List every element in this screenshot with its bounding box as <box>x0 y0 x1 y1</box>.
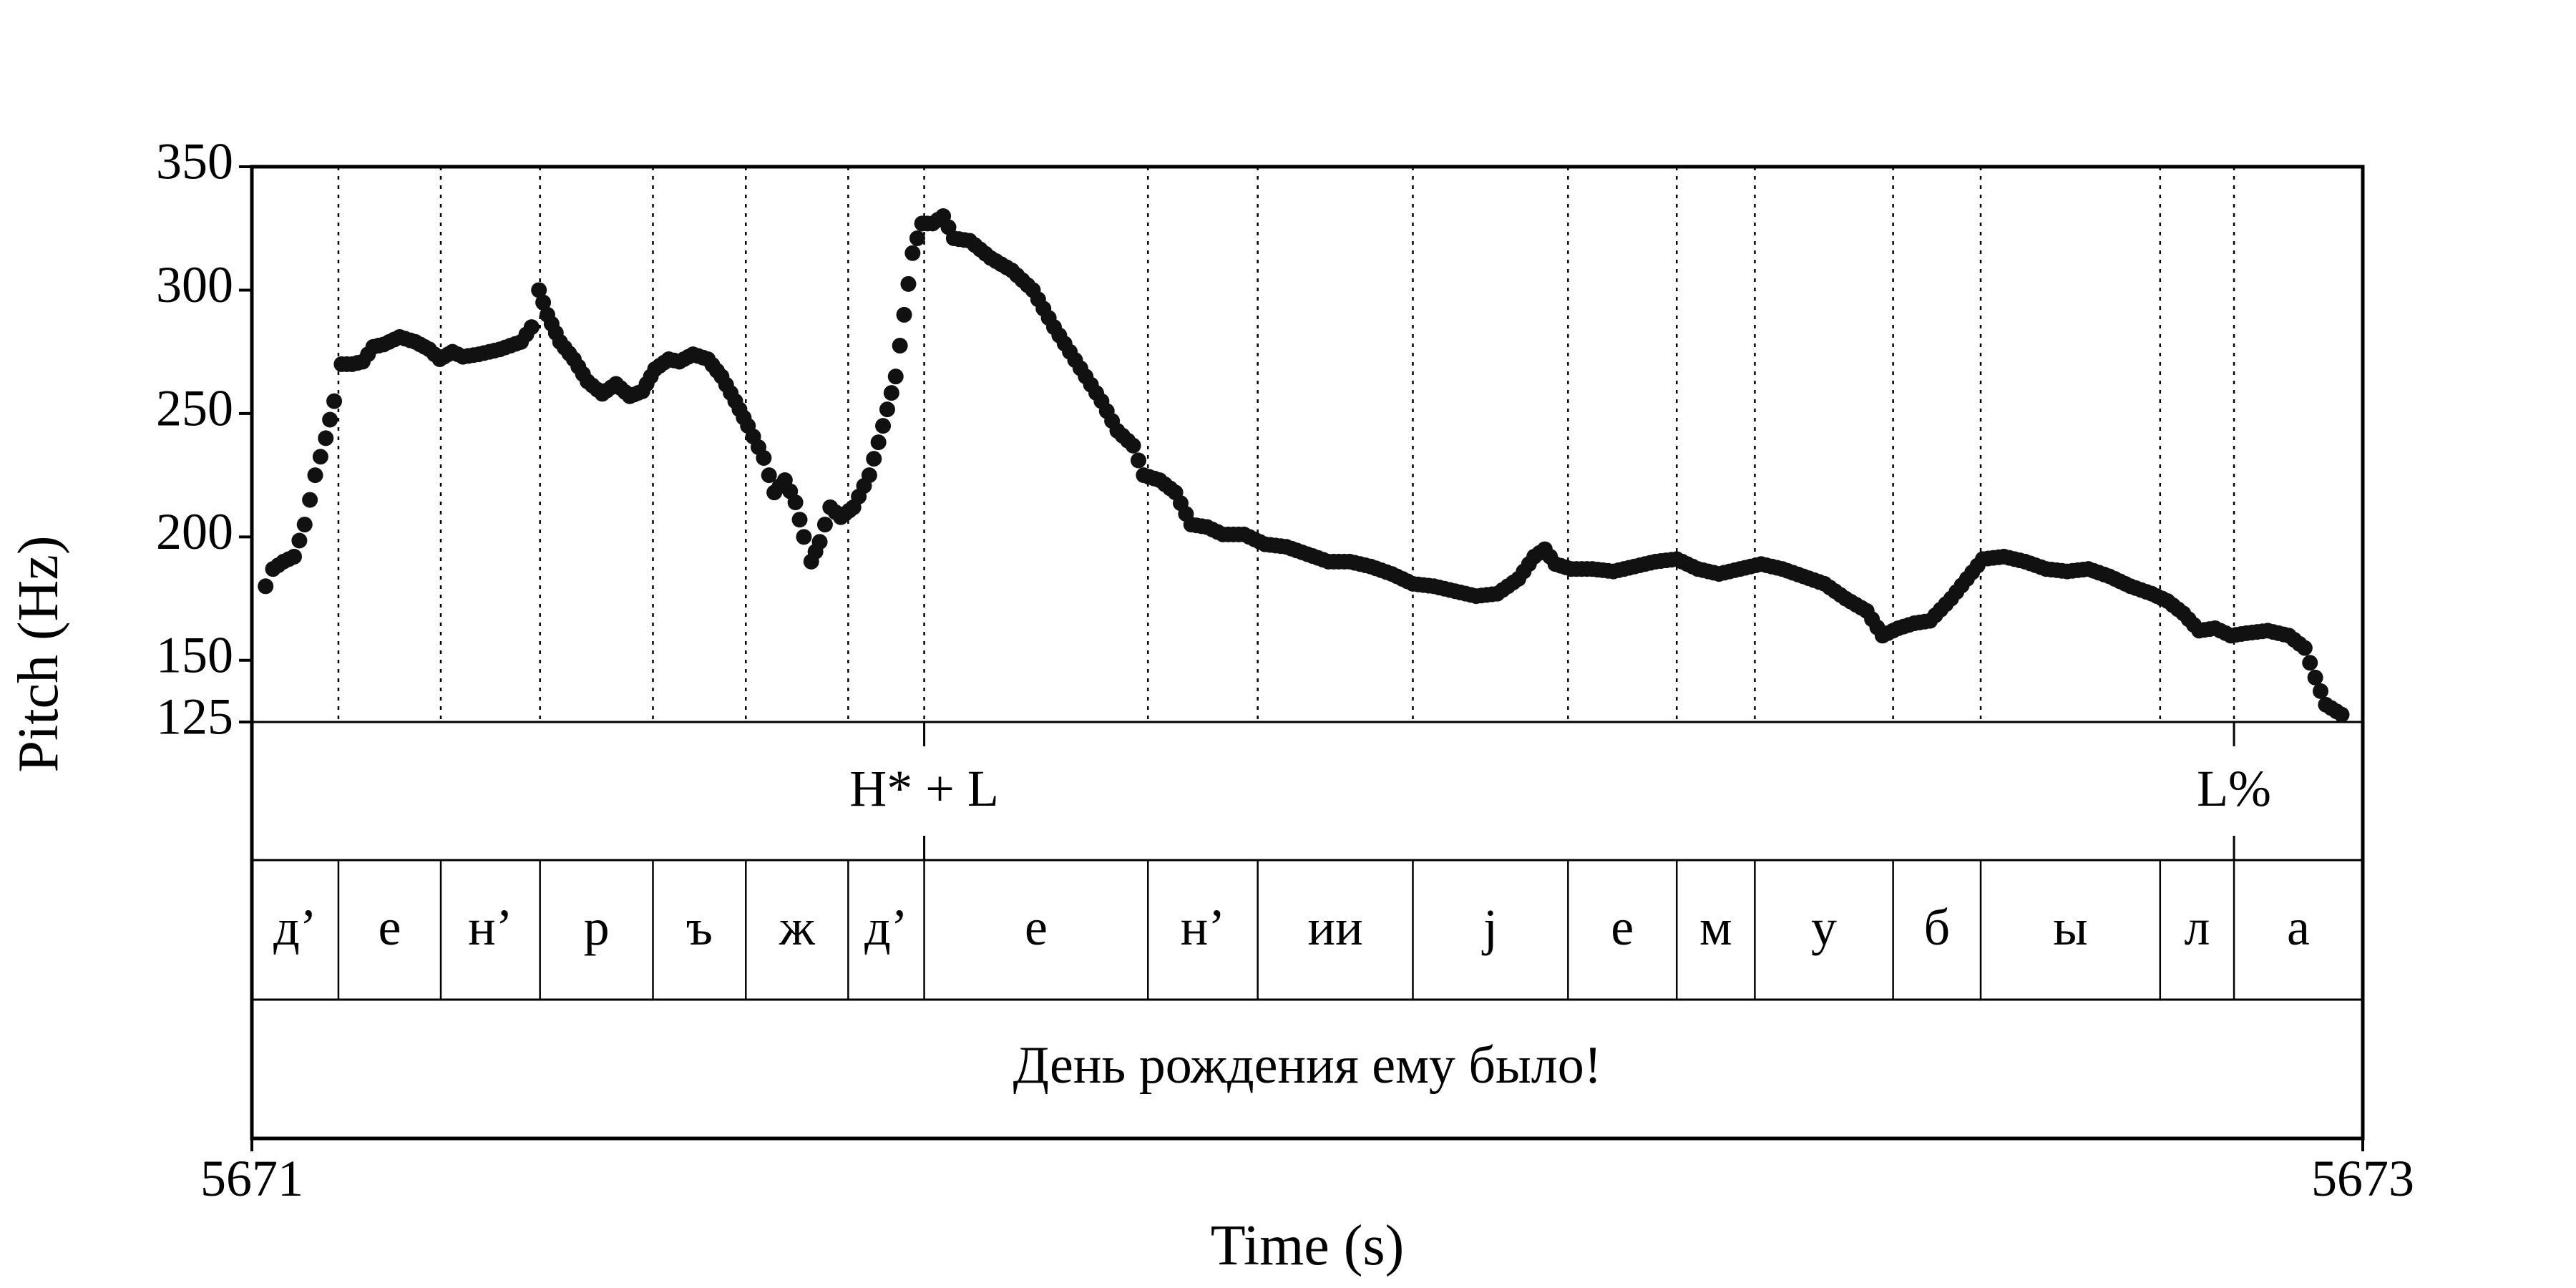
tone-tier: H* + L L% <box>849 722 2271 860</box>
segment-label: е <box>379 899 401 956</box>
pitch-point <box>904 245 921 261</box>
chart-frame <box>250 165 2365 1141</box>
pitch-point <box>887 369 904 385</box>
pitch-point <box>900 275 917 292</box>
y-tick-label: 250 <box>156 379 233 436</box>
segment-label: ъ <box>686 899 713 956</box>
pitch-points <box>258 208 2350 723</box>
pitch-point <box>791 512 808 528</box>
x-tick-label: 5671 <box>200 1150 303 1207</box>
pitch-point <box>756 449 772 466</box>
pitch-point <box>1125 437 1141 454</box>
pitch-point <box>1131 452 1146 469</box>
pitch-point <box>312 449 328 465</box>
pitch-point <box>2296 640 2313 656</box>
pitch-point <box>2307 669 2323 686</box>
pitch-point <box>258 578 274 595</box>
pitch-point <box>302 492 318 508</box>
segment-label: д’ <box>864 899 908 956</box>
pitch-point <box>883 385 899 401</box>
y-tick-label: 300 <box>156 256 233 313</box>
segment-label: а <box>2287 899 2310 956</box>
segment-label: ии <box>1308 899 1363 956</box>
pitch-point <box>896 306 912 323</box>
y-tick-label: 125 <box>156 688 233 746</box>
sentence-label: День рождения ему было! <box>1013 1036 1602 1095</box>
plot-frame <box>250 165 2365 1141</box>
segment-label: р <box>584 899 610 956</box>
segment-label: н’ <box>1181 899 1226 956</box>
tone-label: H* + L <box>849 760 999 817</box>
pitch-point <box>796 529 812 545</box>
tone-label: L% <box>2197 760 2271 817</box>
pitch-point <box>307 467 323 484</box>
pitch-point <box>2302 655 2318 671</box>
segment-label: д’ <box>273 899 317 956</box>
segment-label: j <box>1481 899 1498 956</box>
segment-grid <box>337 167 2235 722</box>
y-tick-label: 200 <box>156 503 233 560</box>
segment-label: ы <box>2053 899 2087 956</box>
pitch-point <box>296 517 313 533</box>
segment-label: у <box>1811 899 1837 956</box>
pitch-point <box>866 451 882 467</box>
pitch-point <box>291 532 308 549</box>
segment-label: е <box>1025 899 1048 956</box>
pitch-point <box>531 282 547 298</box>
segment-label: м <box>1699 899 1732 956</box>
pitch-point <box>892 338 908 354</box>
segment-tier: д’ е н’ р ъ ж д’ е н’ ии j е м у б ы л а <box>273 860 2310 1000</box>
pitch-point <box>326 393 343 409</box>
y-tick-label: 350 <box>156 133 233 190</box>
x-axis: 5671 5673 <box>200 1138 2414 1207</box>
y-tick-label: 150 <box>156 626 233 683</box>
pitch-point <box>879 401 895 418</box>
y-axis-label: Pitch (Hz) <box>7 535 70 772</box>
pitch-point <box>861 467 877 484</box>
pitch-point <box>318 430 334 447</box>
pitch-point <box>761 467 777 484</box>
pitch-point <box>816 517 833 533</box>
pitch-point <box>535 294 552 311</box>
pitch-point <box>811 534 828 550</box>
x-tick-label: 5673 <box>2311 1150 2414 1207</box>
segment-label: б <box>1924 899 1951 956</box>
pitch-point <box>523 319 540 336</box>
segment-label: л <box>2184 899 2210 956</box>
x-axis-label: Time (s) <box>1211 1214 1404 1277</box>
pitch-point <box>787 494 804 511</box>
pitch-point <box>286 548 302 565</box>
pitch-point <box>2333 706 2350 723</box>
segment-label: н’ <box>468 899 513 956</box>
pitch-point <box>322 411 338 428</box>
segment-label: ж <box>779 899 816 956</box>
segment-label: е <box>1611 899 1634 956</box>
pitch-point <box>870 434 887 451</box>
pitch-point <box>909 230 925 247</box>
pitch-point <box>2313 683 2328 699</box>
pitch-point <box>875 418 892 434</box>
